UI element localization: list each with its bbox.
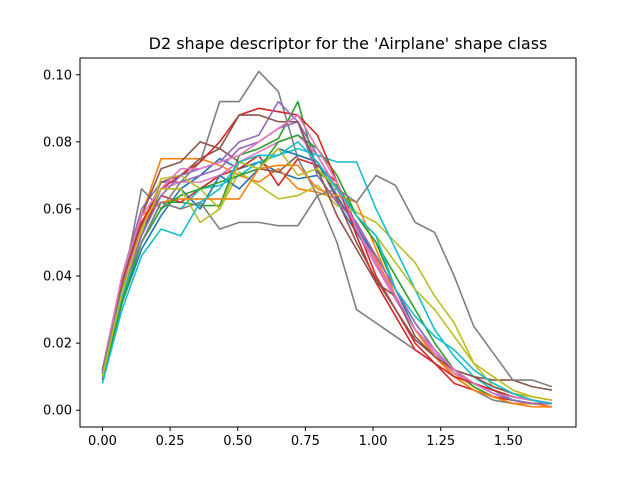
x-tick-label: 0.00 [88, 434, 117, 449]
series-line-18 [101, 174, 553, 388]
y-tick-label: 0.04 [43, 270, 72, 285]
y-tick-label: 0.10 [43, 68, 72, 83]
series-layer [101, 70, 553, 408]
plot-area [80, 58, 576, 427]
series-line-19 [101, 147, 553, 401]
x-tick-label: 0.75 [291, 434, 320, 449]
x-axis: 0.00 0.25 0.50 0.75 1.00 1.25 1.50 [88, 427, 523, 449]
y-tick-label: 0.06 [43, 202, 72, 217]
x-tick-label: 0.25 [156, 434, 185, 449]
y-tick-label: 0.00 [43, 404, 72, 419]
series-line-20 [101, 141, 553, 405]
chart-title: D2 shape descriptor for the 'Airplane' s… [149, 34, 548, 53]
y-tick-label: 0.08 [43, 135, 72, 150]
y-tick-label: 0.02 [43, 337, 72, 352]
series-line-9 [101, 171, 553, 401]
y-axis: 0.00 0.02 0.04 0.06 0.08 0.10 [43, 68, 80, 419]
axes-frame [79, 57, 577, 428]
x-tick-label: 1.00 [359, 434, 388, 449]
series-line-17 [101, 114, 553, 405]
x-tick-label: 1.50 [494, 434, 523, 449]
x-tick-label: 1.25 [426, 434, 455, 449]
x-tick-label: 0.50 [223, 434, 252, 449]
